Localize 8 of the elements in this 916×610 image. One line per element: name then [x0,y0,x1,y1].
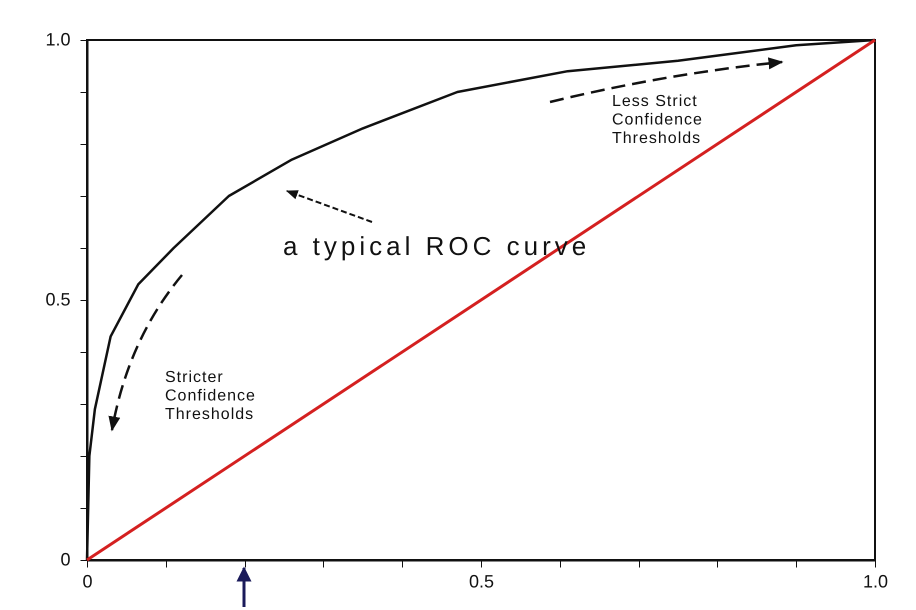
x-tick-label: 0 [82,572,93,592]
y-tick-label: 1.0 [45,30,70,50]
x-tick-label: 1.0 [862,572,888,592]
y-tick-label: 0.5 [45,290,70,310]
annotation: Less Strict Confidence Thresholds [612,93,703,147]
annotation: Stricter Confidence Thresholds [165,369,256,423]
y-tick-label: 0 [60,550,70,570]
x-tick-label: 0.5 [468,572,494,592]
